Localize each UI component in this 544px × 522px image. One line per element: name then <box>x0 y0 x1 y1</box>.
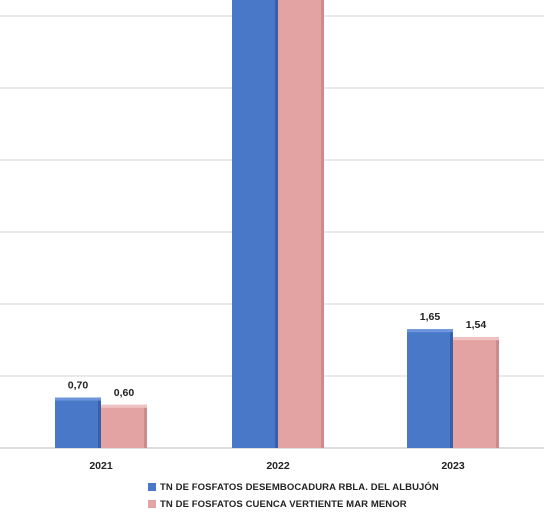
bar-edge <box>98 398 101 448</box>
x-tick-label: 2023 <box>441 460 465 470</box>
legend-item-series-2: TN DE FOSFATOS CUENCA VERTIENTE MAR MENO… <box>148 497 407 511</box>
bar-edge <box>275 0 278 448</box>
x-tick-label: 2022 <box>266 460 290 470</box>
legend-label-series-2: TN DE FOSFATOS CUENCA VERTIENTE MAR MENO… <box>160 499 407 510</box>
x-tick-label: 2021 <box>89 460 113 470</box>
legend-swatch-series-1 <box>148 483 156 491</box>
legend-swatch-series-2 <box>148 500 156 508</box>
bar-top <box>101 405 147 408</box>
bar-top <box>407 329 453 332</box>
data-label: 1,54 <box>466 319 487 331</box>
bar-edge <box>144 405 147 448</box>
data-label: 0,70 <box>68 380 89 392</box>
bar-top <box>55 398 101 401</box>
bar-edge <box>496 337 499 448</box>
bar <box>232 0 278 448</box>
bar <box>101 405 147 448</box>
data-label: 1,65 <box>420 311 441 323</box>
bar <box>55 398 101 448</box>
bar-top <box>453 337 499 340</box>
bar <box>278 0 324 448</box>
bar <box>407 329 453 448</box>
legend-label-series-1: TN DE FOSFATOS DESEMBOCADURA RBLA. DEL A… <box>160 482 439 493</box>
legend-item-series-1: TN DE FOSFATOS DESEMBOCADURA RBLA. DEL A… <box>148 480 439 494</box>
data-label: 0,60 <box>114 387 135 399</box>
bar-edge <box>450 329 453 448</box>
bar <box>453 337 499 448</box>
bar-edge <box>321 0 324 448</box>
